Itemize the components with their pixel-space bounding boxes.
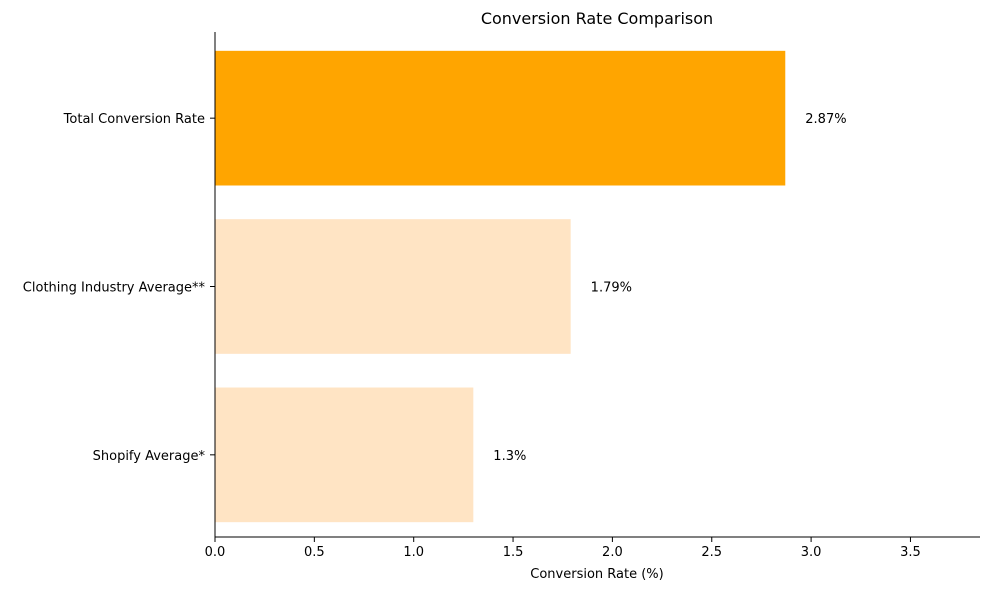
x-tick-label-6: 3.0 (801, 545, 822, 560)
x-tick-label-0: 0.0 (205, 545, 226, 560)
value-label-2: 2.87% (805, 112, 846, 127)
x-axis-label: Conversion Rate (%) (530, 567, 663, 582)
x-tick-label-7: 3.5 (900, 545, 921, 560)
x-tick-label-4: 2.0 (602, 545, 623, 560)
bar-2 (215, 50, 786, 186)
value-label-0: 1.3% (493, 449, 526, 464)
bar-0 (215, 387, 474, 523)
x-tick-label-2: 1.0 (403, 545, 424, 560)
x-tick-label-3: 1.5 (503, 545, 524, 560)
y-axis-ticks: Shopify Average* Clothing Industry Averag… (23, 112, 215, 464)
chart-title: Conversion Rate Comparison (481, 9, 713, 28)
y-tick-label-1: Clothing Industry Average** (23, 281, 206, 296)
x-axis-ticks: 0.0 0.5 1.0 1.5 2.0 2.5 3.0 3.5 (205, 537, 921, 560)
x-tick-label-1: 0.5 (304, 545, 325, 560)
y-tick-label-2: Total Conversion Rate (63, 112, 205, 127)
y-tick-label-0: Shopify Average* (93, 449, 206, 464)
value-label-1: 1.79% (591, 281, 632, 296)
bar-1 (215, 219, 571, 354)
value-labels-group: 1.3% 1.79% 2.87% (493, 112, 846, 464)
x-tick-label-5: 2.5 (701, 545, 722, 560)
bars-group (215, 50, 786, 523)
